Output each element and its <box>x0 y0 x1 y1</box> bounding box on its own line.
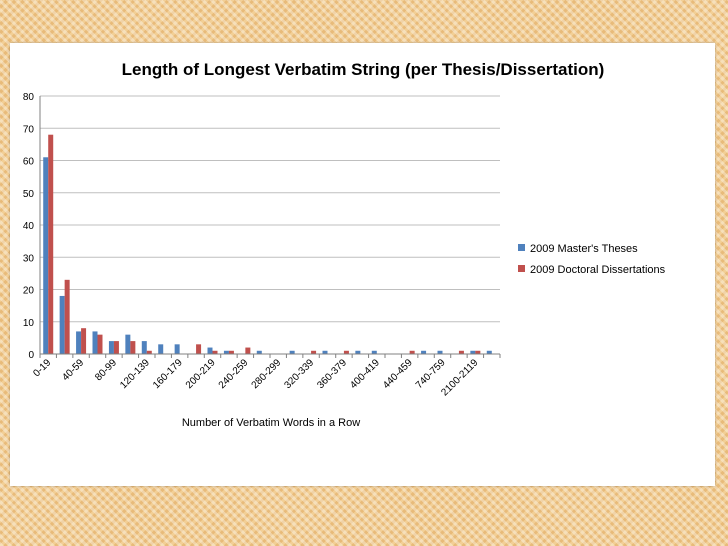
grid <box>40 95 500 323</box>
x-tick-label: 80-99 <box>93 357 119 383</box>
bar <box>343 350 349 354</box>
y-tick-label: 40 <box>23 221 35 232</box>
bar <box>92 331 98 354</box>
bar <box>130 341 136 354</box>
bar <box>64 279 70 354</box>
bar <box>97 334 103 354</box>
chart-panel: Length of Longest Verbatim String (per T… <box>10 43 715 486</box>
x-tick-label: 240-259 <box>217 357 251 391</box>
bar <box>125 334 131 354</box>
x-tick-label: 400-419 <box>348 357 382 391</box>
y-tick-label: 20 <box>23 286 35 297</box>
bar <box>81 328 87 354</box>
bar <box>48 134 54 354</box>
chart-title: Length of Longest Verbatim String (per T… <box>122 60 605 79</box>
bar <box>113 341 119 354</box>
chart-svg: Length of Longest Verbatim String (per T… <box>23 60 666 429</box>
y-tick-label: 30 <box>23 253 35 264</box>
bars <box>43 134 492 354</box>
legend-swatch <box>518 265 525 272</box>
x-tick-label: 280-299 <box>250 357 284 391</box>
bar <box>289 350 295 354</box>
x-tick-label: 360-379 <box>315 357 349 391</box>
bar <box>59 295 65 354</box>
bar <box>256 350 262 354</box>
bar <box>355 350 361 354</box>
bar <box>76 331 82 354</box>
bar <box>458 350 464 354</box>
x-tick-label: 40-59 <box>60 357 86 383</box>
y-tick-label: 70 <box>23 124 35 135</box>
y-tick-label: 60 <box>23 157 35 168</box>
legend-label: 2009 Doctoral Dissertations <box>530 264 666 276</box>
axes <box>39 96 501 358</box>
bar <box>409 350 415 354</box>
bar <box>437 350 443 354</box>
x-tick-label: 0-19 <box>31 357 53 379</box>
bar <box>311 350 317 354</box>
legend-swatch <box>518 244 525 251</box>
bar <box>141 341 147 354</box>
x-tick-label: 200-219 <box>184 357 218 391</box>
bar <box>322 350 328 354</box>
x-tick-label: 320-339 <box>282 357 316 391</box>
bar <box>486 350 492 354</box>
bar <box>43 157 49 354</box>
bar <box>196 344 202 354</box>
x-tick-label: 120-139 <box>118 357 152 391</box>
bar <box>228 350 234 354</box>
y-tick-label: 50 <box>23 189 35 200</box>
bar <box>223 350 229 354</box>
x-axis-ticks: 0-19 40-59 80-99 120-139 160-179 200-219 240-2… <box>31 357 480 398</box>
legend: 2009 Master's Theses 2009 Doctoral Disser… <box>518 243 666 276</box>
y-axis-ticks: 0 10 20 30 40 50 60 70 80 <box>23 92 35 361</box>
x-tick-label: 440-459 <box>381 357 415 391</box>
bar <box>421 350 427 354</box>
bar <box>470 350 476 354</box>
bar <box>207 347 213 354</box>
legend-label: 2009 Master's Theses <box>530 243 638 255</box>
bar <box>108 341 114 354</box>
x-axis-label: Number of Verbatim Words in a Row <box>182 417 360 429</box>
bar <box>146 350 152 354</box>
bar <box>158 344 164 354</box>
y-tick-label: 0 <box>28 350 34 361</box>
bar <box>371 350 377 354</box>
x-tick-label: 160-179 <box>151 357 185 391</box>
bar <box>174 344 180 354</box>
bar <box>245 347 251 354</box>
bar <box>475 350 481 354</box>
y-tick-label: 10 <box>23 318 35 329</box>
bar <box>212 350 218 354</box>
y-tick-label: 80 <box>23 92 35 103</box>
